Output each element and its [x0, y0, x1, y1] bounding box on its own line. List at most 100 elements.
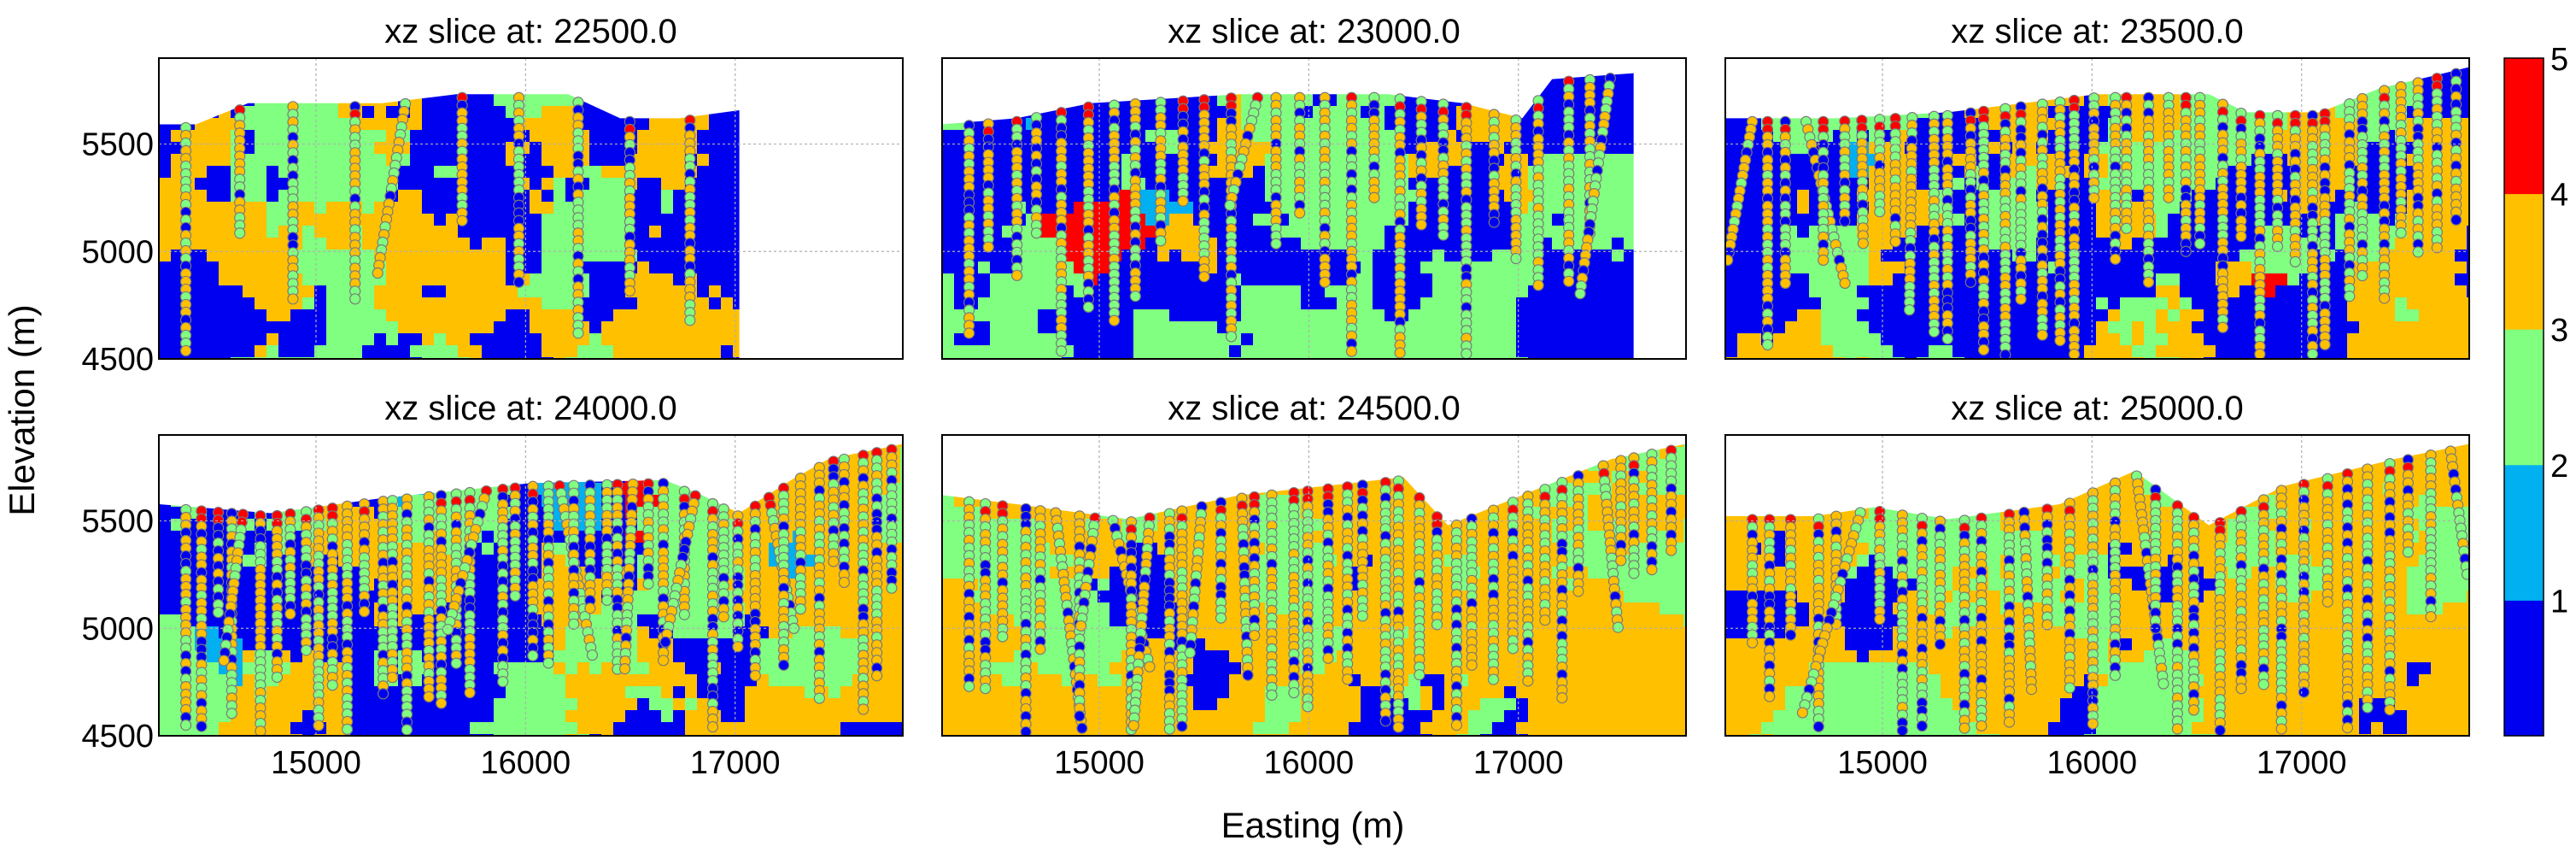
cell [613, 309, 746, 322]
sample-point [225, 708, 237, 720]
cell [422, 285, 447, 298]
cell [350, 698, 495, 711]
sample-point [858, 703, 869, 715]
cell [697, 273, 746, 286]
cell [374, 297, 542, 310]
sample-point [527, 649, 539, 661]
cell [530, 202, 554, 214]
y-tick-label: 5000 [81, 611, 154, 647]
cell [954, 333, 991, 346]
cell [398, 333, 423, 346]
sample-point [1074, 710, 1086, 722]
sample-point [2216, 321, 2229, 333]
sample-point [1198, 271, 1210, 283]
sample-point [180, 719, 192, 732]
cell [553, 662, 566, 675]
sample-point [886, 582, 898, 594]
cell [1516, 698, 1529, 711]
cell [314, 202, 327, 214]
cell [1468, 710, 1505, 723]
cell [1265, 154, 1409, 167]
cell [243, 650, 255, 663]
cell [446, 333, 471, 346]
cell [159, 166, 172, 179]
sample-point [234, 227, 246, 239]
cell [243, 674, 255, 687]
cell [1002, 674, 1027, 687]
cell [302, 297, 315, 310]
cell [506, 674, 566, 687]
cell [255, 345, 267, 358]
cell [1612, 238, 1625, 250]
sample-point [1302, 701, 1314, 713]
cell [1301, 686, 1361, 699]
cell [900, 471, 903, 484]
cell [577, 309, 614, 322]
sample-point [1941, 332, 1953, 345]
sample-point [1345, 345, 1358, 357]
cell [470, 238, 483, 250]
cell [553, 166, 578, 179]
cell [1468, 142, 1493, 155]
cell [840, 686, 903, 699]
sample-point [2235, 230, 2247, 243]
cell [266, 345, 279, 358]
cell [745, 602, 903, 615]
cell [709, 118, 746, 131]
cell [1725, 178, 1870, 191]
cell [159, 345, 255, 358]
cell [159, 686, 231, 699]
cell [1229, 650, 1290, 663]
sample-point [684, 314, 696, 326]
sample-point [1294, 207, 1306, 219]
cell [1325, 614, 1684, 627]
cell [625, 273, 674, 286]
cell [1086, 285, 1242, 298]
cell [1785, 261, 1870, 274]
cell [195, 178, 231, 191]
slice-field [1725, 58, 2469, 359]
cell [1821, 297, 1870, 310]
cell [1181, 626, 1290, 639]
cell [900, 459, 903, 472]
sample-point [300, 644, 313, 656]
cell [1205, 226, 1278, 238]
cell [1683, 531, 1686, 544]
sample-point [980, 682, 992, 695]
cell [2192, 321, 2360, 334]
cell [542, 190, 554, 203]
cell [1588, 567, 1686, 579]
slice-field [159, 435, 903, 736]
cell [314, 226, 351, 238]
cell [2096, 297, 2109, 310]
cell [990, 321, 1039, 334]
sample-point [2289, 256, 2301, 267]
sample-point [1928, 326, 1941, 338]
cell [1408, 698, 1421, 711]
sample-point [464, 686, 476, 699]
cell [589, 273, 626, 286]
sample-point [255, 725, 266, 736]
cell [1181, 674, 1230, 687]
cell [649, 698, 674, 711]
cell [709, 154, 746, 167]
cell [2108, 309, 2121, 322]
sample-point [1075, 620, 1087, 632]
cell [2156, 321, 2193, 334]
cell [601, 321, 746, 334]
cell [1624, 250, 1636, 262]
cell [542, 178, 554, 191]
cell [1773, 333, 1822, 346]
cell [1432, 698, 1445, 711]
cell [2419, 309, 2469, 322]
cell [1528, 178, 1636, 191]
cell [990, 662, 1027, 675]
cell [1683, 519, 1686, 532]
cell [243, 662, 291, 675]
cell [159, 321, 327, 334]
cell [1600, 142, 1636, 155]
cell [159, 519, 172, 532]
cell [159, 238, 303, 250]
cell [2036, 142, 2097, 155]
cell [1133, 345, 1230, 358]
